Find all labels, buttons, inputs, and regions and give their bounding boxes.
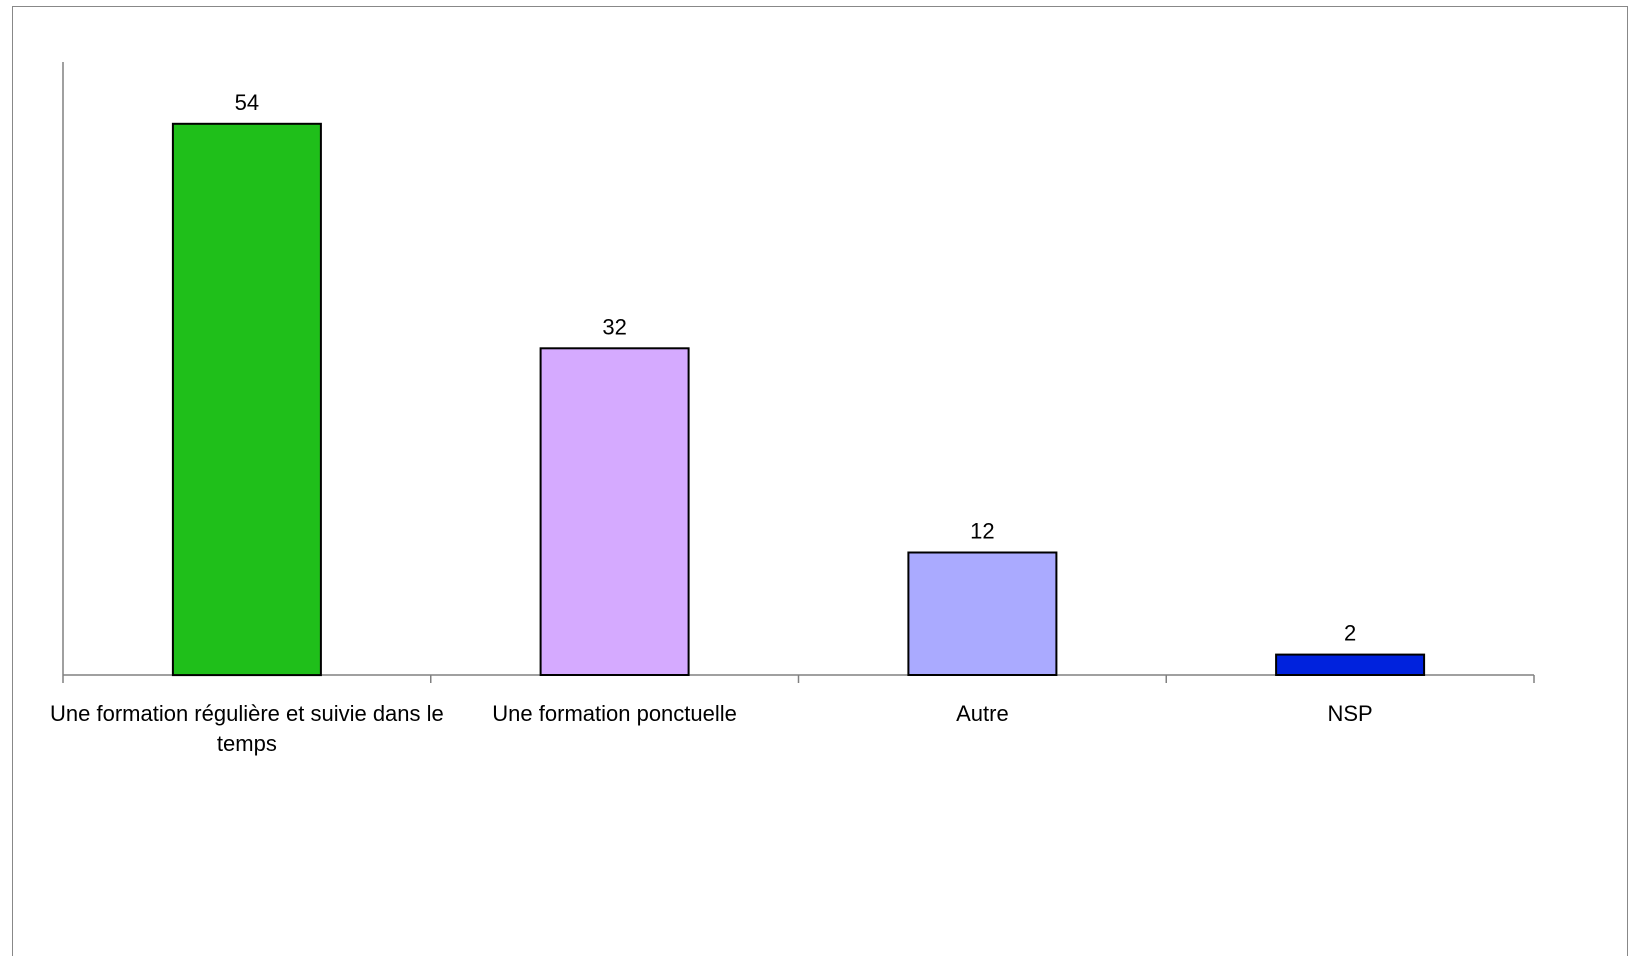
bar [171, 122, 322, 677]
bar-value-label: 2 [1344, 621, 1356, 646]
chart-frame: 54 32 12 2 Une formation régulière et suivi… [12, 6, 1628, 956]
bar [539, 347, 690, 676]
chart-value-labels: 54 32 12 2 [235, 90, 1357, 646]
x-tick-label: Autre [956, 701, 1009, 726]
bar [907, 551, 1058, 676]
x-tick-label: Une formation ponctuelle [492, 701, 737, 726]
x-tick-label: Une formation régulière et suivie dans l… [50, 701, 444, 756]
bar-chart: 54 32 12 2 [62, 62, 1535, 683]
bar-value-label: 32 [602, 314, 626, 339]
x-tick-label: NSP [1327, 701, 1373, 726]
bar-value-label: 12 [970, 519, 994, 544]
bar-value-label: 54 [235, 90, 259, 115]
chart-bars [171, 122, 1426, 677]
bar [1275, 653, 1426, 676]
